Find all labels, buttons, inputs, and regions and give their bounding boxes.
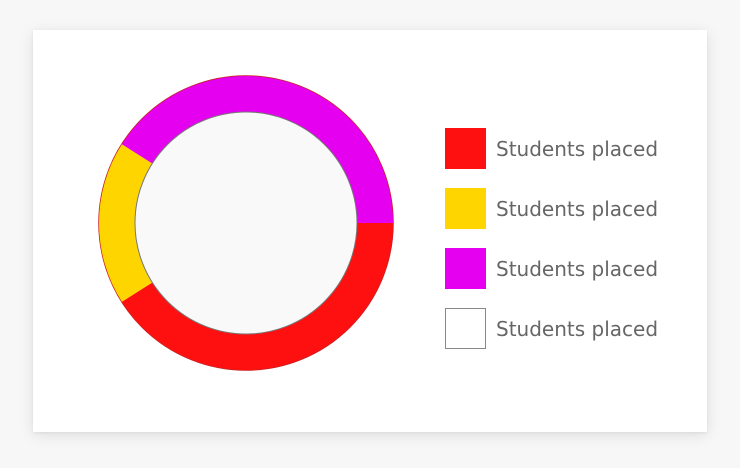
legend-item[interactable]: Students placed	[445, 188, 685, 229]
donut-slice[interactable]	[121, 223, 394, 370]
legend-label: Students placed	[496, 197, 659, 221]
donut-hole	[134, 111, 358, 335]
legend-swatch	[445, 188, 486, 229]
legend-label: Students placed	[496, 257, 659, 281]
donut-slice[interactable]	[121, 76, 394, 223]
chart-legend: Students placed Students placed Students p…	[445, 128, 685, 368]
legend-swatch	[445, 308, 486, 349]
legend-swatch	[445, 248, 486, 289]
donut-slice[interactable]	[99, 144, 153, 302]
legend-swatch	[445, 128, 486, 169]
legend-label: Students placed	[496, 317, 659, 341]
donut-chart	[98, 75, 394, 371]
legend-item[interactable]: Students placed	[445, 308, 685, 349]
chart-card: Students placed Students placed Students p…	[33, 30, 707, 432]
legend-label: Students placed	[496, 137, 659, 161]
legend-item[interactable]: Students placed	[445, 128, 685, 169]
legend-item[interactable]: Students placed	[445, 248, 685, 289]
